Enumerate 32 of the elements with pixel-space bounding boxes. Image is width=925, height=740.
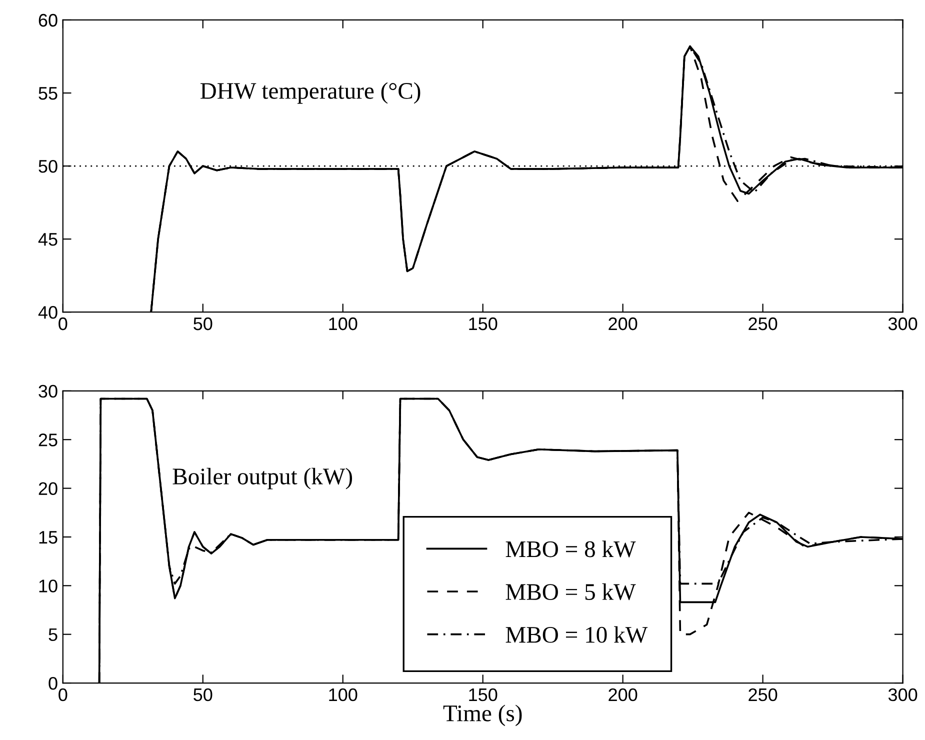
y-tick-label: 10 [39, 580, 58, 592]
x-tick-label: 300 [888, 317, 918, 330]
y-tick-label: 40 [38, 306, 58, 319]
legend-label: MBO = 5 kW [506, 583, 636, 600]
x-tick-label: 250 [748, 317, 778, 330]
x-tick-label: 150 [469, 688, 498, 702]
y-tick-label: 0 [48, 676, 58, 690]
x-tick-label: 200 [608, 317, 638, 330]
y-tick-label: 50 [38, 160, 58, 173]
y-tick-label: 25 [38, 434, 58, 446]
legend-label: MBO = 10 kW [506, 626, 648, 643]
y-tick-label: 45 [38, 233, 58, 246]
x-tick-label: 100 [329, 317, 358, 330]
annotation: Boiler output (kW) [172, 468, 352, 490]
y-tick-label: 60 [38, 14, 58, 27]
x-tick-label: 150 [469, 317, 498, 330]
x-tick-label: 0 [58, 317, 68, 330]
y-tick-label: 20 [38, 482, 58, 496]
x-axis-title: Time (s) [443, 704, 522, 726]
y-tick-label: 15 [39, 531, 58, 544]
y-tick-label: 5 [48, 628, 58, 642]
x-tick-label: 50 [194, 317, 212, 330]
x-tick-label: 250 [748, 688, 778, 702]
annotation: DHW temperature (°C) [200, 82, 420, 104]
legend-label: MBO = 8 kW [506, 540, 636, 558]
y-tick-label: 55 [38, 87, 58, 100]
x-tick-label: 300 [888, 688, 918, 702]
x-tick-label: 50 [194, 688, 212, 702]
x-tick-label: 0 [58, 688, 68, 702]
x-tick-label: 200 [608, 688, 638, 702]
y-tick-label: 30 [38, 384, 58, 398]
x-tick-label: 100 [329, 688, 358, 702]
